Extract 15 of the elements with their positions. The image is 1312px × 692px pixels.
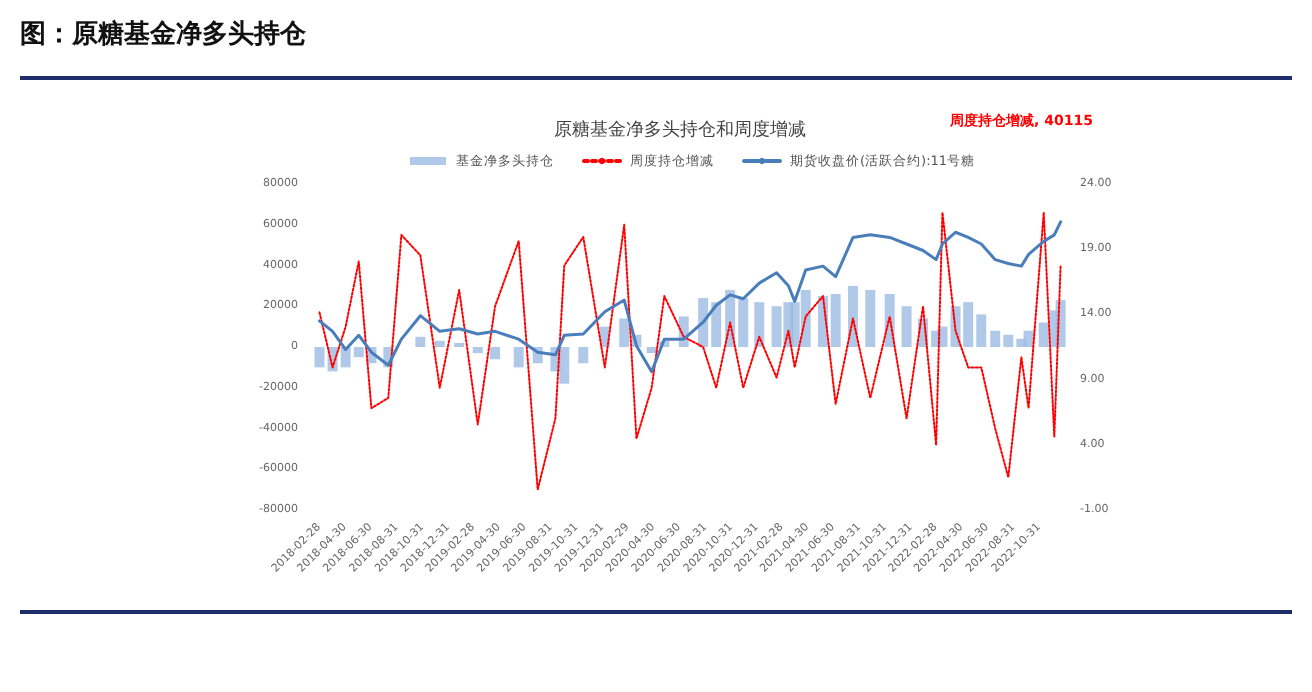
bar — [901, 306, 912, 347]
bar — [513, 347, 524, 368]
chart-title: 图：原糖基金净多头持仓 — [20, 17, 306, 52]
chart-subtitle: 原糖基金净多头持仓和周度增减 — [554, 119, 806, 141]
bar — [578, 347, 589, 364]
bar — [771, 306, 782, 347]
bar — [490, 347, 501, 360]
line-series — [317, 220, 1063, 374]
bar — [865, 289, 876, 347]
bar — [314, 347, 325, 368]
bar — [754, 302, 765, 347]
bar — [434, 340, 445, 347]
line-series — [318, 211, 1062, 491]
bar — [472, 347, 483, 354]
bar — [415, 336, 426, 347]
